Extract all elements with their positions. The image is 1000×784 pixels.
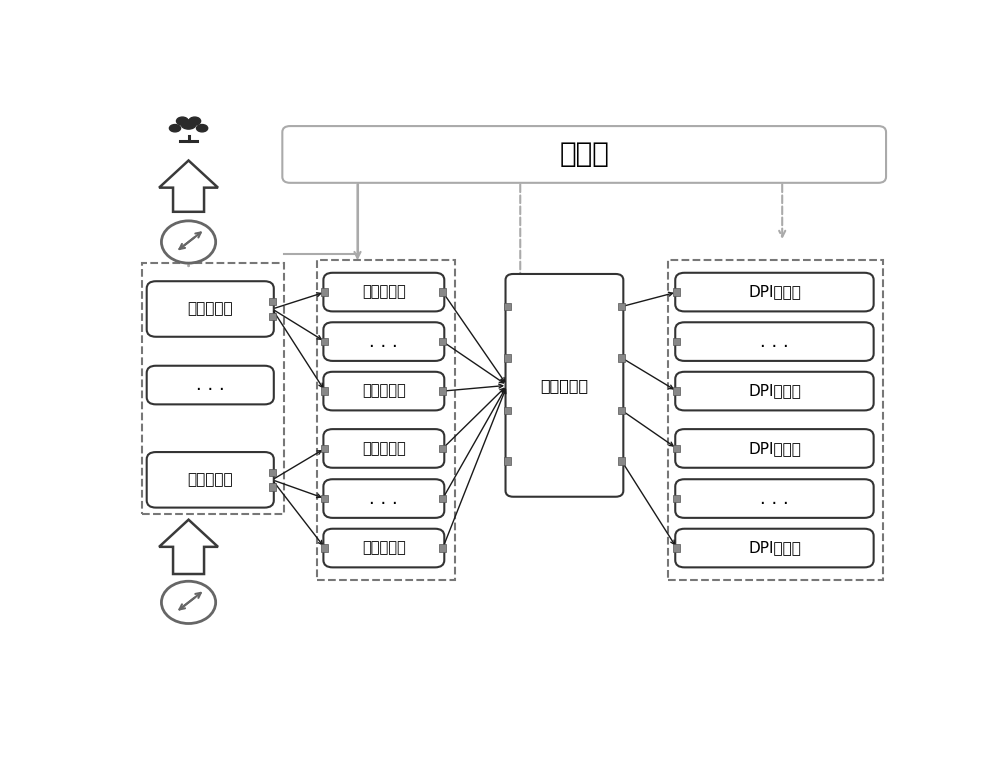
Bar (673, 495, 680, 503)
FancyBboxPatch shape (675, 528, 874, 568)
Text: DPI服务器: DPI服务器 (748, 285, 801, 299)
FancyBboxPatch shape (147, 365, 274, 405)
Text: . . .: . . . (369, 489, 398, 507)
FancyBboxPatch shape (323, 528, 444, 568)
Text: DPI服务器: DPI服务器 (748, 540, 801, 556)
Text: 过滤服务器: 过滤服务器 (362, 540, 406, 556)
Bar (269, 484, 276, 491)
Bar (504, 407, 511, 414)
Bar (668, 260, 883, 580)
FancyBboxPatch shape (282, 126, 886, 183)
Bar (269, 298, 276, 306)
Bar (504, 458, 511, 465)
Text: . . .: . . . (760, 489, 789, 507)
Bar (618, 407, 625, 414)
Bar (618, 354, 625, 361)
FancyBboxPatch shape (675, 429, 874, 468)
Ellipse shape (181, 120, 196, 129)
Bar (618, 303, 625, 310)
Ellipse shape (189, 117, 201, 125)
Text: 控制器: 控制器 (559, 140, 609, 169)
Polygon shape (159, 520, 218, 574)
Bar (439, 338, 446, 345)
Text: 过滤服务器: 过滤服务器 (362, 285, 406, 299)
Bar (269, 469, 276, 476)
FancyBboxPatch shape (323, 273, 444, 311)
Bar (673, 544, 680, 552)
Bar (618, 458, 625, 465)
Bar (504, 354, 511, 361)
Text: 一级分流器: 一级分流器 (187, 302, 233, 317)
Bar (317, 260, 455, 580)
Bar (673, 387, 680, 394)
FancyBboxPatch shape (323, 429, 444, 468)
Ellipse shape (169, 125, 181, 132)
Bar (321, 544, 328, 552)
Text: . . .: . . . (196, 376, 225, 394)
FancyBboxPatch shape (323, 479, 444, 518)
Bar (504, 303, 511, 310)
Text: . . .: . . . (369, 332, 398, 350)
Bar (142, 263, 284, 514)
Text: DPI服务器: DPI服务器 (748, 441, 801, 456)
FancyBboxPatch shape (675, 479, 874, 518)
Bar (321, 289, 328, 296)
FancyBboxPatch shape (147, 281, 274, 337)
Text: 过滤服务器: 过滤服务器 (362, 441, 406, 456)
Bar (673, 338, 680, 345)
Circle shape (161, 581, 216, 623)
FancyBboxPatch shape (147, 452, 274, 507)
Ellipse shape (197, 125, 208, 132)
FancyBboxPatch shape (675, 372, 874, 410)
Polygon shape (159, 161, 218, 212)
Bar (439, 495, 446, 503)
Bar (439, 445, 446, 452)
Bar (321, 495, 328, 503)
Bar (439, 544, 446, 552)
Bar (673, 445, 680, 452)
FancyBboxPatch shape (675, 273, 874, 311)
FancyBboxPatch shape (675, 322, 874, 361)
FancyBboxPatch shape (506, 274, 623, 497)
Text: 二级分流器: 二级分流器 (540, 378, 588, 393)
Bar (321, 445, 328, 452)
FancyBboxPatch shape (323, 372, 444, 410)
Bar (321, 387, 328, 394)
Ellipse shape (176, 117, 188, 125)
Text: DPI服务器: DPI服务器 (748, 383, 801, 398)
Bar (321, 338, 328, 345)
Bar (673, 289, 680, 296)
Text: 一级分流器: 一级分流器 (187, 472, 233, 488)
Text: 过滤服务器: 过滤服务器 (362, 383, 406, 398)
Text: . . .: . . . (760, 332, 789, 350)
Bar (439, 387, 446, 394)
Bar (439, 289, 446, 296)
Circle shape (161, 221, 216, 263)
FancyBboxPatch shape (323, 322, 444, 361)
Bar (269, 313, 276, 320)
